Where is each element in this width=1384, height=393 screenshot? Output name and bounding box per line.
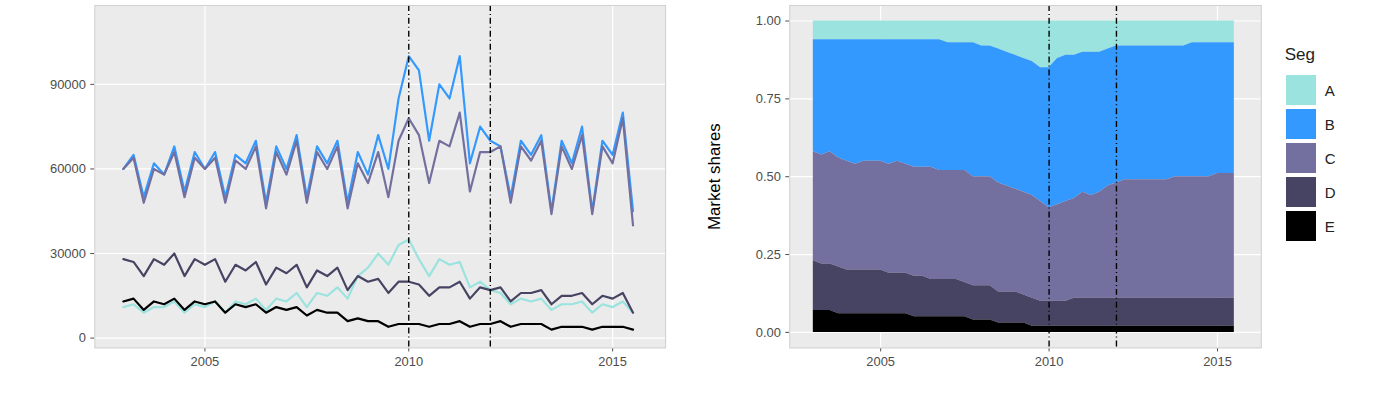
svg-text:0.75: 0.75 — [756, 91, 781, 106]
svg-text:90000: 90000 — [50, 77, 86, 92]
svg-text:2010: 2010 — [394, 354, 423, 369]
svg-text:30000: 30000 — [50, 246, 86, 261]
svg-text:0.00: 0.00 — [756, 325, 781, 340]
svg-text:0: 0 — [79, 330, 86, 345]
svg-text:Market shares: Market shares — [705, 123, 724, 230]
html-text:B: B — [1324, 115, 1335, 133]
html-text:C: C — [1324, 149, 1336, 167]
svg-text:2005: 2005 — [866, 354, 895, 369]
svg-text:60000: 60000 — [50, 161, 86, 176]
html-text:Seg: Seg — [1284, 45, 1315, 64]
svg-text:2015: 2015 — [1203, 354, 1232, 369]
svg-text:2005: 2005 — [191, 354, 220, 369]
html-text:A: A — [1324, 81, 1335, 99]
html-text:D: D — [1324, 183, 1336, 201]
svg-text:1.00: 1.00 — [756, 13, 781, 28]
html-text:E: E — [1324, 217, 1335, 235]
svg-text:0.50: 0.50 — [756, 169, 781, 184]
svg-text:2010: 2010 — [1035, 354, 1064, 369]
svg-text:2015: 2015 — [598, 354, 627, 369]
svg-text:0.25: 0.25 — [756, 247, 781, 262]
